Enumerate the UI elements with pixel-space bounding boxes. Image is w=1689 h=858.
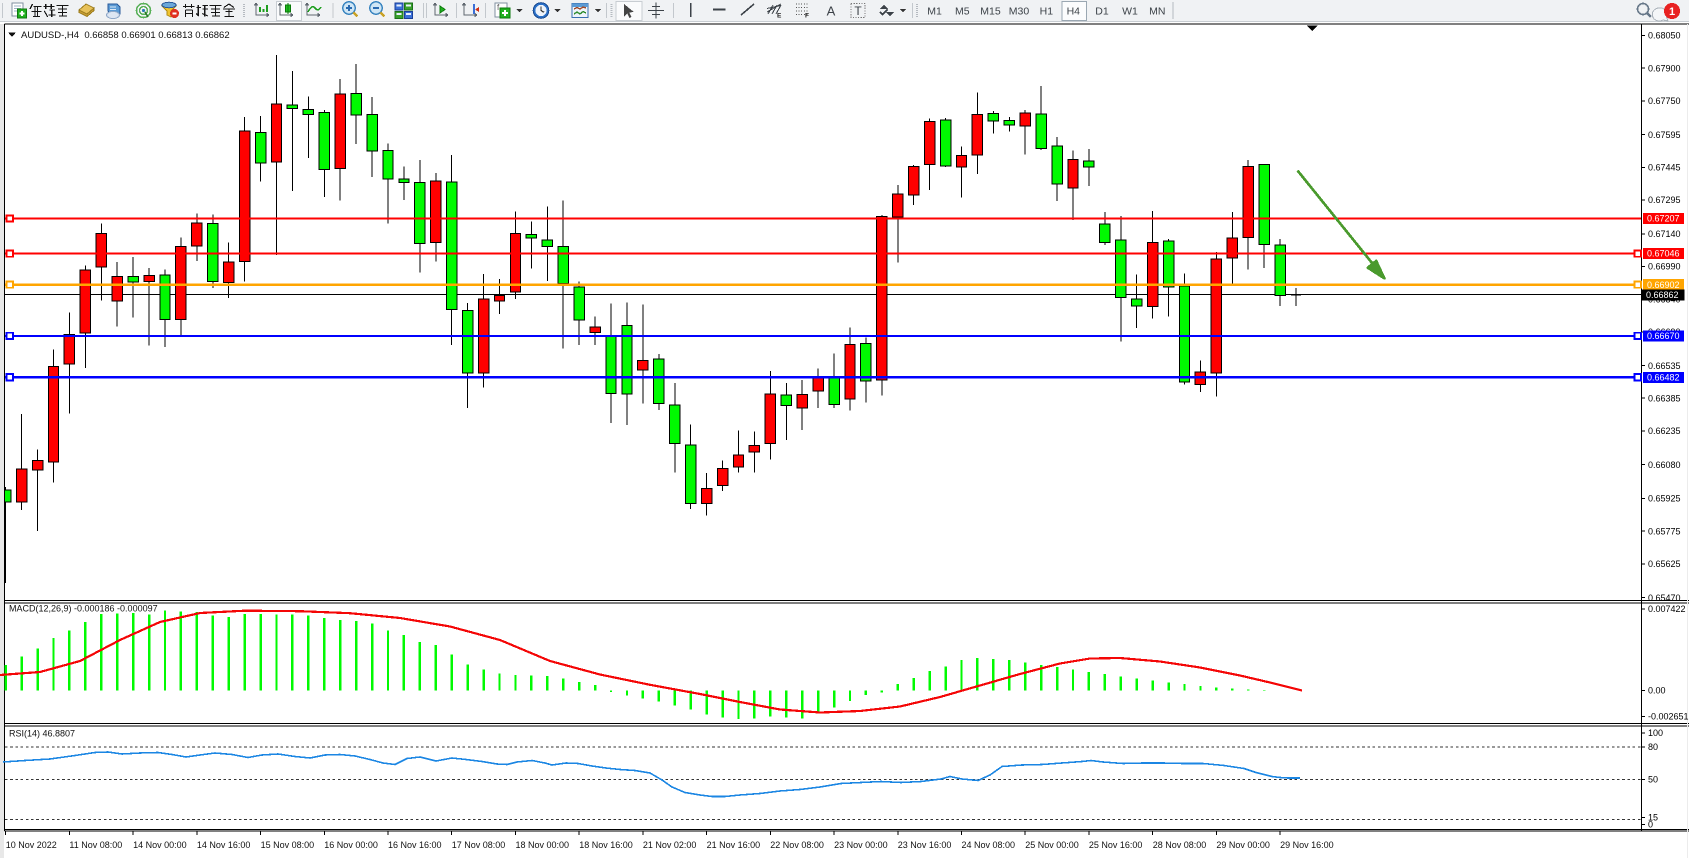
svg-text:0.00: 0.00 <box>1648 686 1666 696</box>
svg-text:0.007422: 0.007422 <box>1648 604 1686 614</box>
svg-text:A: A <box>827 4 836 19</box>
svg-text:E: E <box>777 13 782 20</box>
svg-text:25 Nov 00:00: 25 Nov 00:00 <box>1025 840 1079 850</box>
svg-text:0.67595: 0.67595 <box>1648 130 1681 140</box>
svg-text:0.67445: 0.67445 <box>1648 163 1681 173</box>
svg-text:11 Nov 08:00: 11 Nov 08:00 <box>69 840 122 850</box>
svg-text:0.66902: 0.66902 <box>1647 280 1680 290</box>
svg-text:18 Nov 00:00: 18 Nov 00:00 <box>516 840 570 850</box>
svg-text:23 Nov 00:00: 23 Nov 00:00 <box>834 840 888 850</box>
svg-text:0.66385: 0.66385 <box>1648 393 1681 403</box>
svg-text:21 Nov 02:00: 21 Nov 02:00 <box>643 840 697 850</box>
svg-text:M5: M5 <box>955 6 970 18</box>
svg-text:18 Nov 16:00: 18 Nov 16:00 <box>579 840 633 850</box>
svg-text:0.67207: 0.67207 <box>1647 214 1680 224</box>
svg-text:-0.002651: -0.002651 <box>1648 712 1689 722</box>
svg-text:T: T <box>854 4 862 18</box>
svg-text:17 Nov 08:00: 17 Nov 08:00 <box>452 840 506 850</box>
svg-text:21 Nov 16:00: 21 Nov 16:00 <box>707 840 761 850</box>
svg-text:0.68050: 0.68050 <box>1648 31 1681 41</box>
svg-text:0.66862: 0.66862 <box>1646 290 1679 300</box>
svg-text:MN: MN <box>1149 6 1165 18</box>
svg-text:22 Nov 08:00: 22 Nov 08:00 <box>770 840 824 850</box>
svg-text:0.66235: 0.66235 <box>1648 426 1681 436</box>
svg-text:15: 15 <box>1648 813 1658 823</box>
svg-text:RSI(14) 46.8807: RSI(14) 46.8807 <box>9 729 75 739</box>
svg-text:28 Nov 08:00: 28 Nov 08:00 <box>1153 840 1207 850</box>
svg-text:0.66535: 0.66535 <box>1648 361 1681 371</box>
svg-text:MACD(12,26,9) -0.000186 -0.000: MACD(12,26,9) -0.000186 -0.000097 <box>9 604 158 614</box>
svg-text:0.66482: 0.66482 <box>1647 373 1680 383</box>
svg-text:F: F <box>805 13 809 20</box>
svg-text:0.65775: 0.65775 <box>1648 526 1681 536</box>
svg-text:0.66670: 0.66670 <box>1647 331 1680 341</box>
svg-text:0.67900: 0.67900 <box>1648 63 1681 73</box>
svg-text:0.65470: 0.65470 <box>1648 593 1681 603</box>
svg-text:1: 1 <box>1669 6 1675 18</box>
svg-text:0.67295: 0.67295 <box>1648 195 1681 205</box>
svg-text:D1: D1 <box>1095 6 1109 18</box>
svg-text:15 Nov 08:00: 15 Nov 08:00 <box>261 840 315 850</box>
svg-text:f: f <box>497 3 500 12</box>
svg-text:16 Nov 16:00: 16 Nov 16:00 <box>388 840 442 850</box>
svg-text:0.65925: 0.65925 <box>1648 494 1681 504</box>
svg-text:16 Nov 00:00: 16 Nov 00:00 <box>324 840 378 850</box>
svg-text:29 Nov 16:00: 29 Nov 16:00 <box>1280 840 1334 850</box>
svg-text:0.67046: 0.67046 <box>1647 249 1680 259</box>
svg-text:25 Nov 16:00: 25 Nov 16:00 <box>1089 840 1143 850</box>
svg-text:H4: H4 <box>1067 6 1081 18</box>
svg-text:50: 50 <box>1648 775 1658 785</box>
svg-text:0: 0 <box>1648 820 1653 830</box>
svg-text:14 Nov 16:00: 14 Nov 16:00 <box>197 840 251 850</box>
svg-text:AUDUSD-,H4 0.66858 0.66901 0.: AUDUSD-,H4 0.66858 0.66901 0.66813 0.668… <box>21 30 230 41</box>
svg-text:80: 80 <box>1648 742 1658 752</box>
svg-text:24 Nov 08:00: 24 Nov 08:00 <box>962 840 1016 850</box>
svg-text:0.67750: 0.67750 <box>1648 96 1681 106</box>
svg-text:0.66990: 0.66990 <box>1648 262 1681 272</box>
svg-text:10 Nov 2022: 10 Nov 2022 <box>6 840 57 850</box>
svg-text:100: 100 <box>1648 728 1663 738</box>
svg-text:W1: W1 <box>1122 6 1138 18</box>
svg-text:M15: M15 <box>980 6 1001 18</box>
svg-text:M30: M30 <box>1009 6 1030 18</box>
svg-text:H1: H1 <box>1040 6 1054 18</box>
svg-text:14 Nov 00:00: 14 Nov 00:00 <box>133 840 187 850</box>
svg-text:0.66080: 0.66080 <box>1648 460 1681 470</box>
svg-text:29 Nov 00:00: 29 Nov 00:00 <box>1216 840 1270 850</box>
svg-text:0.67140: 0.67140 <box>1648 229 1681 239</box>
svg-text:0.65625: 0.65625 <box>1648 559 1681 569</box>
svg-text:23 Nov 16:00: 23 Nov 16:00 <box>898 840 952 850</box>
svg-text:M1: M1 <box>927 6 942 18</box>
